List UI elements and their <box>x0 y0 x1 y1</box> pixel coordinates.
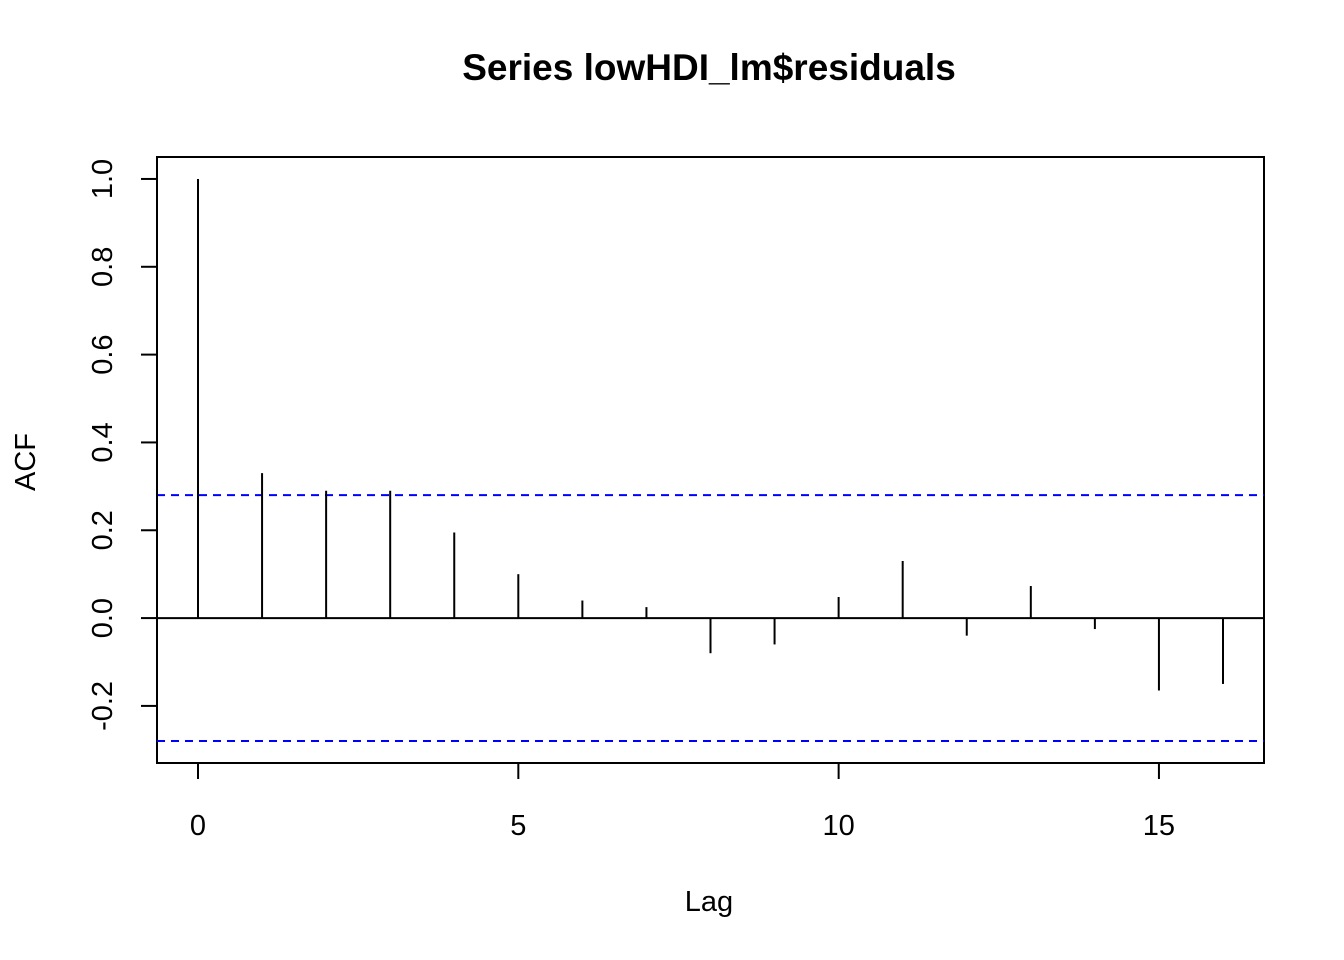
y-tick-label: 0.2 <box>87 510 119 550</box>
y-tick-label: 0.6 <box>87 334 119 374</box>
x-tick-label: 15 <box>1143 810 1175 842</box>
y-axis: -0.2 0.0 0.2 0.4 0.6 0.8 1.0 <box>87 159 158 731</box>
x-axis: 0 5 10 15 <box>190 762 1175 842</box>
x-tick-label: 5 <box>510 810 526 842</box>
y-tick-label: 0.0 <box>87 598 119 638</box>
x-axis-label: Lag <box>685 886 733 918</box>
acf-bars <box>197 178 1224 691</box>
plot-frame <box>156 156 1265 764</box>
x-tick-label: 0 <box>190 810 206 842</box>
y-tick-label: -0.2 <box>87 681 119 731</box>
chart-title: Series lowHDI_lm$residuals <box>462 47 956 88</box>
y-tick-label: 0.4 <box>87 422 119 462</box>
y-axis-label: ACF <box>10 433 42 491</box>
y-tick-label: 1.0 <box>87 159 119 199</box>
confidence-bounds <box>157 494 1264 743</box>
x-tick-label: 10 <box>822 810 854 842</box>
y-tick-label: 0.8 <box>87 247 119 287</box>
